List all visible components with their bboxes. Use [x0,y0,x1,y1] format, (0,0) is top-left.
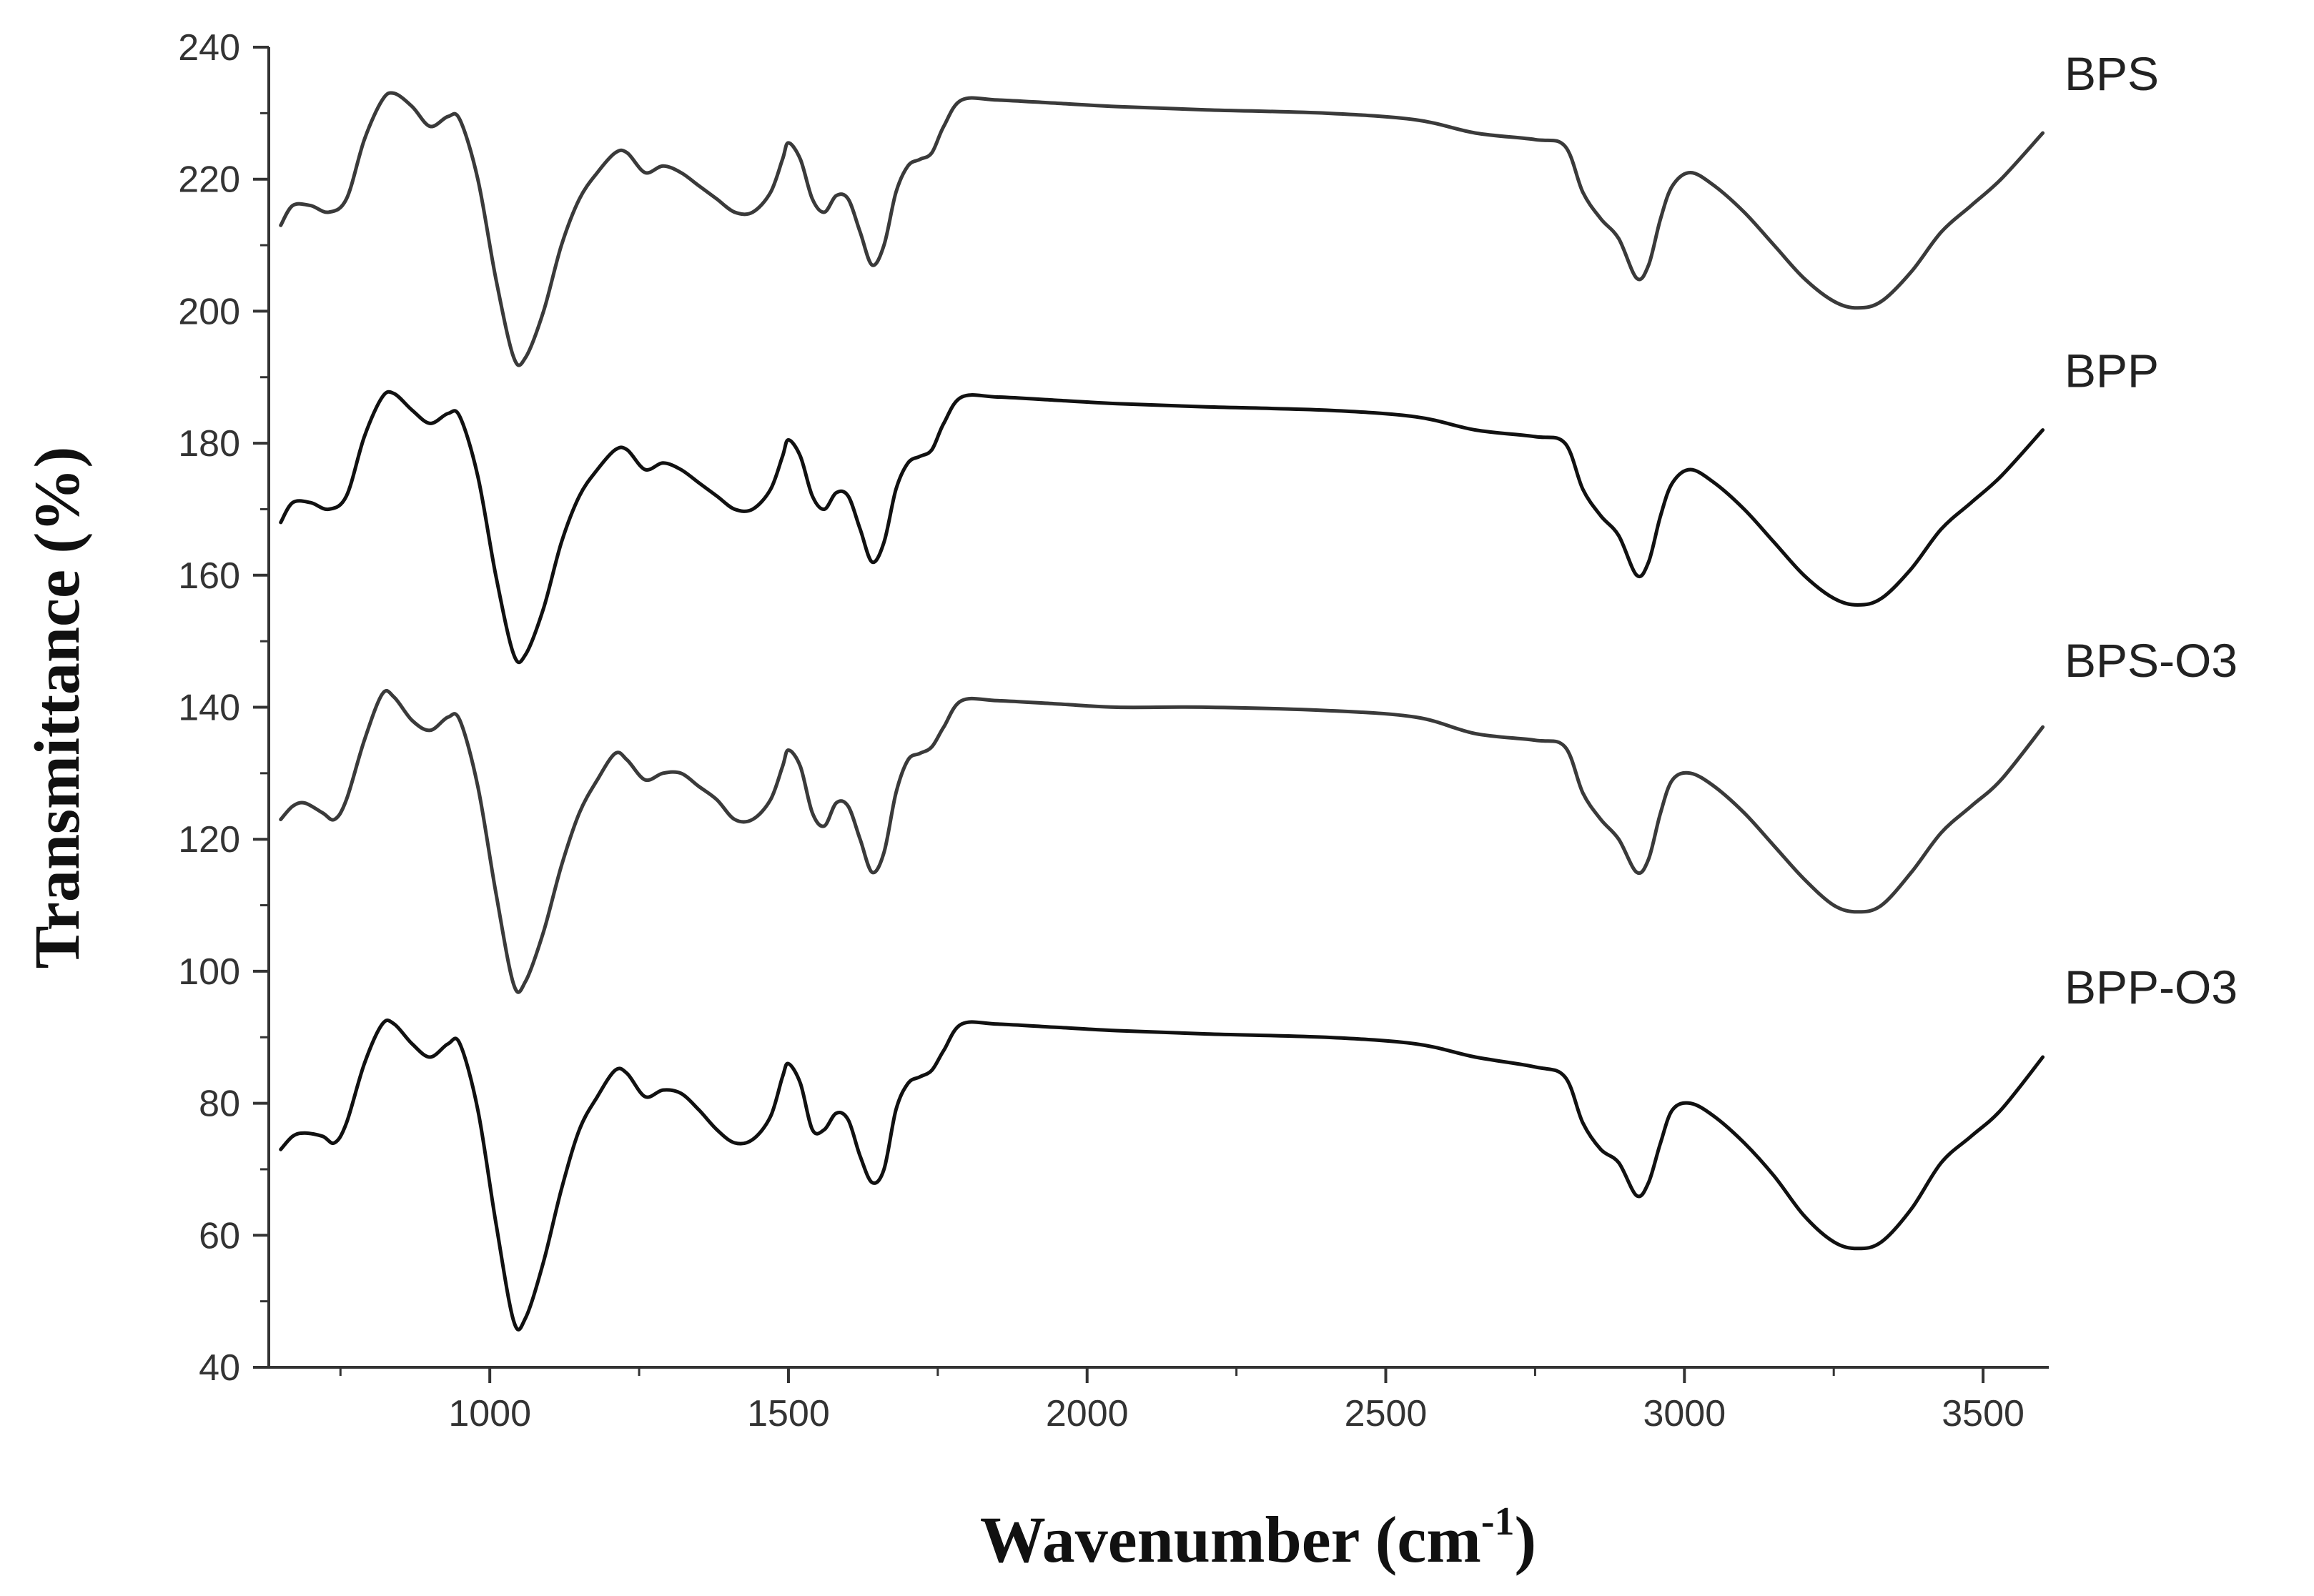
series-lines [279,91,2045,1332]
y-tick-label: 180 [178,423,240,465]
y-tick-label: 140 [178,688,240,729]
x-tick-label: 3000 [1643,1393,1726,1434]
series-line [279,91,2045,367]
y-tick-label: 80 [199,1084,240,1125]
x-ticks: 1000 1500 2000 2500 3000 3500 [339,1367,2024,1434]
series-label: BPS [2065,47,2159,100]
x-tick-label: 3500 [1942,1393,2024,1434]
series-labels: BPS BPP BPS-O3 BPP-O3 [2065,47,2238,1013]
y-tick-label: 160 [178,555,240,597]
x-axis-title-sup: -1 [1481,1500,1515,1544]
y-tick-label: 200 [178,291,240,332]
series-label: BPS-O3 [2065,634,2238,687]
x-tick-label: 1500 [747,1393,830,1434]
series-line [279,390,2045,665]
y-tick-label: 220 [178,159,240,201]
series-label: BPP [2065,345,2159,397]
series-line [279,1018,2045,1332]
x-axis-title-main: Wavenumber (cm [980,1503,1481,1576]
y-tick-label: 240 [178,27,240,69]
x-tick-label: 1000 [448,1393,531,1434]
x-tick-label: 2500 [1345,1393,1428,1434]
x-axis-title-close: ) [1515,1503,1537,1576]
series-label: BPP-O3 [2065,961,2238,1013]
y-tick-label: 100 [178,951,240,993]
y-tick-label: 40 [199,1347,240,1389]
y-axis-title: Transmittance (%) [22,447,93,969]
x-axis-title: Wavenumber (cm-1) [980,1500,1536,1576]
x-tick-label: 2000 [1046,1393,1129,1434]
y-tick-label: 120 [178,819,240,861]
y-ticks: 40 60 80 100 120 140 160 180 200 220 240 [178,27,269,1389]
y-tick-label: 60 [199,1215,240,1257]
series-line [279,688,2045,994]
